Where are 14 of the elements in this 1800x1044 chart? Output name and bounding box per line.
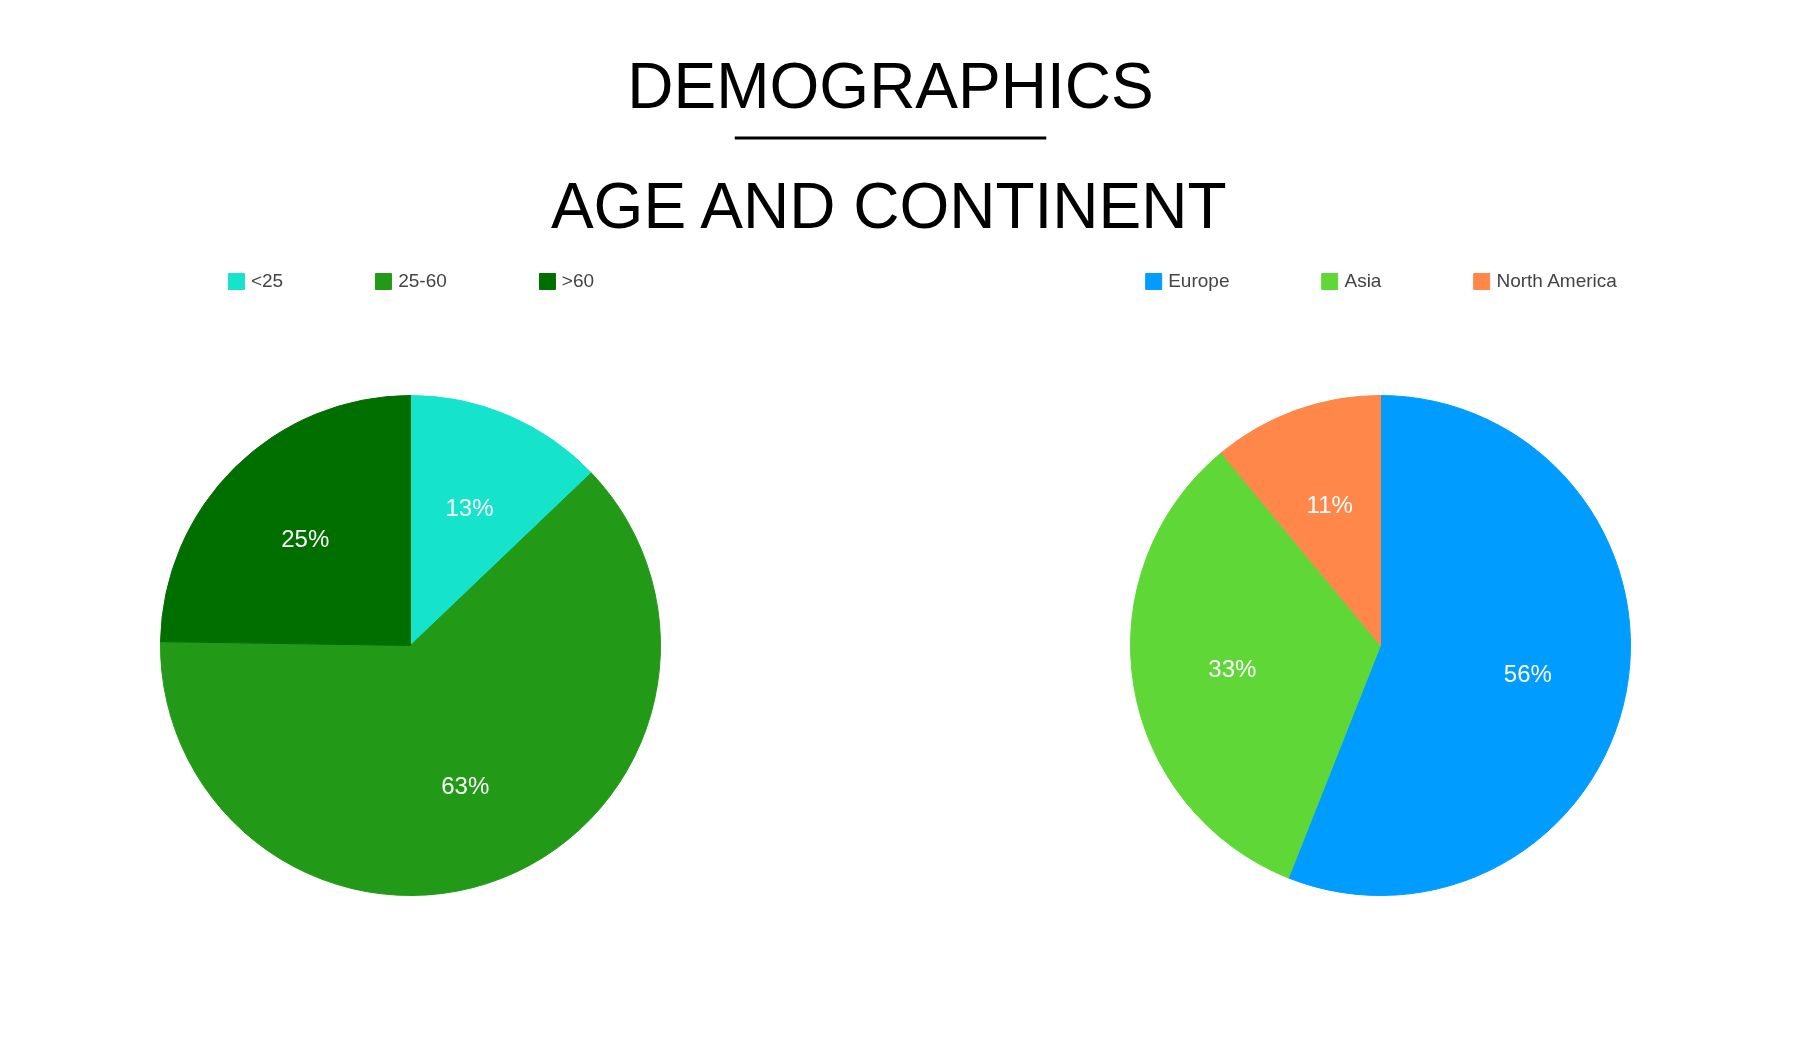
legend-label: 25-60 — [398, 270, 447, 292]
data-label: 63% — [441, 771, 490, 799]
legend-label: Asia — [1344, 270, 1382, 292]
data-label: 33% — [1208, 655, 1257, 683]
legend-label: Europe — [1168, 270, 1230, 292]
data-label: 56% — [1503, 660, 1552, 688]
data-label: 11% — [1306, 490, 1353, 518]
text: DEMOGRAPHICS — [627, 49, 1154, 122]
legend-label: >60 — [561, 270, 595, 292]
data-label: 13% — [445, 494, 494, 522]
text: AGE AND CONTINENT — [550, 169, 1227, 242]
legend-label: North America — [1496, 270, 1617, 292]
data-label: 25% — [281, 525, 330, 553]
legend-label: <25 — [250, 270, 284, 292]
